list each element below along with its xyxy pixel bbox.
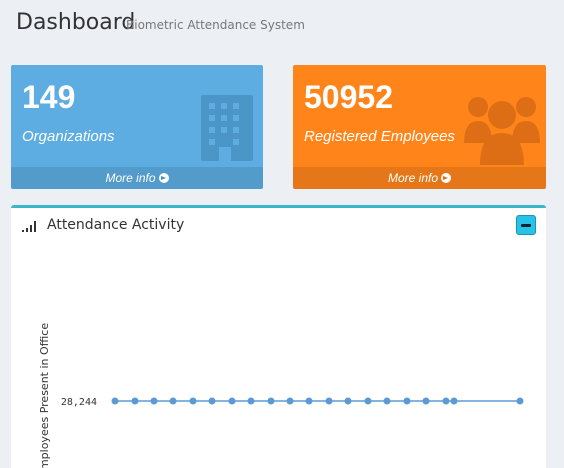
organizations-stat-box: 149 Organizations More info xyxy=(11,65,263,189)
data-point[interactable] xyxy=(189,397,197,405)
building-icon xyxy=(201,95,253,161)
data-point[interactable] xyxy=(442,397,450,405)
users-icon xyxy=(464,97,540,165)
employees-more-info-link[interactable]: More info xyxy=(293,167,546,189)
data-point[interactable] xyxy=(131,397,139,405)
organizations-count: 149 xyxy=(22,79,76,115)
data-point[interactable] xyxy=(286,397,294,405)
y-tick-label: 28,244 xyxy=(61,397,97,408)
data-point[interactable] xyxy=(325,397,333,405)
data-point[interactable] xyxy=(344,397,352,405)
data-point[interactable] xyxy=(422,397,430,405)
attendance-chart: Employees Present in Office 28,244 xyxy=(38,323,524,468)
data-point[interactable] xyxy=(169,397,177,405)
data-point[interactable] xyxy=(208,397,216,405)
data-point[interactable] xyxy=(305,397,313,405)
y-axis-label: Employees Present in Office xyxy=(38,323,51,468)
organizations-more-info-link[interactable]: More info xyxy=(11,167,263,189)
data-point[interactable] xyxy=(150,397,158,405)
data-point[interactable] xyxy=(267,397,275,405)
collapse-button[interactable] xyxy=(516,215,536,235)
more-info-label: More info xyxy=(387,171,439,185)
signal-icon xyxy=(22,221,36,232)
data-point[interactable] xyxy=(247,397,255,405)
data-point[interactable] xyxy=(516,397,524,405)
arrow-circle-right-icon xyxy=(441,173,452,183)
data-point[interactable] xyxy=(403,397,411,405)
page-header: Dashboard Biometric Attendance System xyxy=(0,0,564,52)
data-point[interactable] xyxy=(364,397,372,405)
panel-title: Attendance Activity xyxy=(47,217,185,233)
employees-stat-box: 50952 Registered Employees More info xyxy=(293,65,546,189)
data-point[interactable] xyxy=(450,397,458,405)
employees-count: 50952 xyxy=(304,79,393,115)
data-point[interactable] xyxy=(228,397,236,405)
employees-label: Registered Employees xyxy=(304,128,455,145)
data-point[interactable] xyxy=(111,397,119,405)
data-point[interactable] xyxy=(383,397,391,405)
organizations-label: Organizations xyxy=(22,128,115,145)
page-subtitle: Biometric Attendance System xyxy=(126,18,305,32)
attendance-activity-panel: Attendance Activity Employees Present in… xyxy=(11,205,546,468)
page-title: Dashboard xyxy=(16,10,136,35)
more-info-label: More info xyxy=(105,171,156,185)
panel-header: Attendance Activity xyxy=(11,208,546,244)
arrow-circle-right-icon xyxy=(158,173,169,183)
